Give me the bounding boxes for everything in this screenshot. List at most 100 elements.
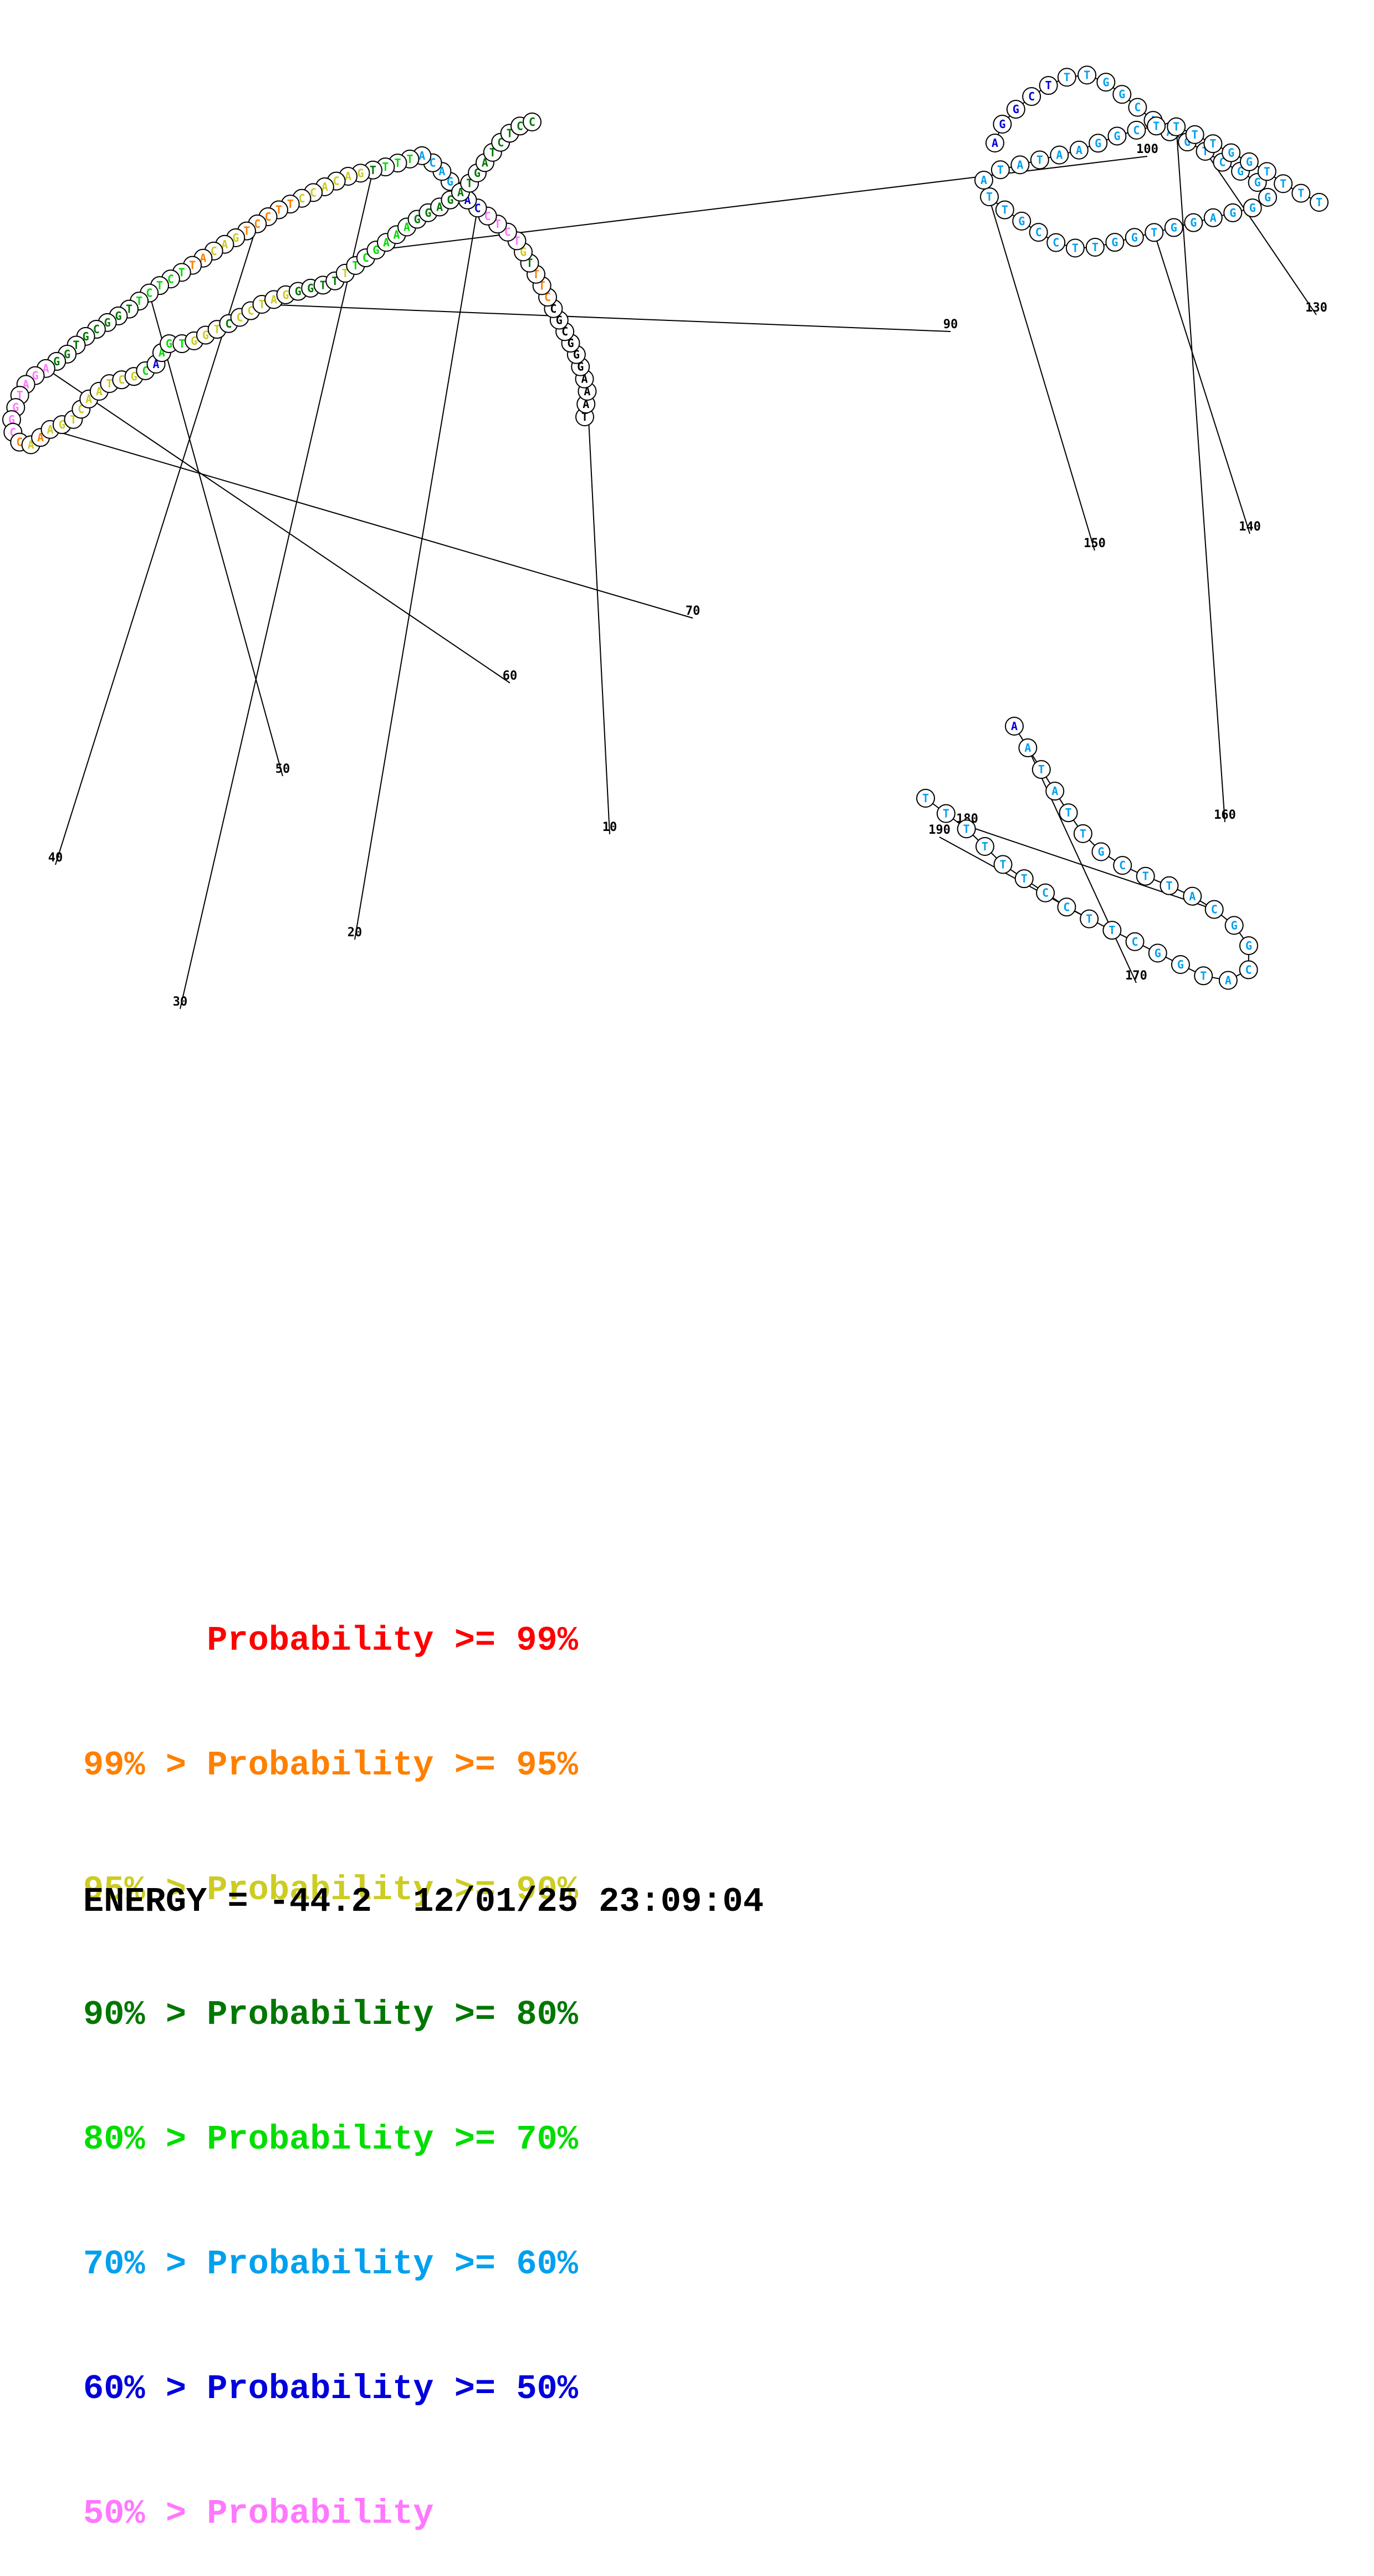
nucleotide-letter: T [1064, 70, 1070, 84]
nucleotide: T [980, 188, 998, 206]
nucleotide-letter: T [1038, 763, 1045, 776]
nucleotide: T [1066, 239, 1084, 257]
nucleotide-letter: C [1211, 903, 1218, 916]
nucleotide-letter: T [1002, 203, 1008, 217]
nucleotide-letter: G [295, 285, 302, 298]
nucleotide: C [1127, 121, 1145, 139]
nucleotide-letter: C [1053, 236, 1059, 249]
position-label: 30 [173, 995, 188, 1009]
nucleotide-letter: G [1228, 146, 1234, 160]
legend-p60: 70% > Probability >= 60% [83, 2243, 578, 2285]
nucleotide: C [1206, 901, 1223, 919]
nucleotide-letter: T [982, 840, 988, 853]
nucleotide: G [1224, 204, 1242, 222]
position-label: 150 [1084, 537, 1106, 550]
position-label: 130 [1305, 301, 1327, 315]
nucleotide-letter: G [1249, 201, 1256, 215]
legend-plow: 50% > Probability [83, 2493, 578, 2534]
nucleotide-letter: A [1017, 158, 1023, 171]
nucleotide-letter: C [1063, 900, 1070, 914]
nucleotide-letter: T [922, 792, 929, 805]
nucleotide: T [1015, 870, 1033, 887]
position-label: 40 [48, 851, 63, 865]
nucleotide: T [976, 838, 994, 855]
nucleotide-letter: G [166, 337, 172, 350]
position-tick [587, 391, 610, 834]
nucleotide: T [1145, 223, 1163, 241]
nucleotide-letter: A [1210, 211, 1217, 225]
position-label: 100 [1136, 142, 1158, 156]
nucleotide: A [1046, 782, 1064, 800]
probability-legend: Probability >= 99% 99% > Probability >= … [83, 1537, 578, 2576]
legend-p80: 90% > Probability >= 80% [83, 1994, 578, 2036]
nucleotide: T [1186, 126, 1204, 144]
nucleotide-letter: A [345, 170, 351, 183]
nucleotide: C [523, 113, 541, 131]
nucleotide-letter: T [943, 807, 949, 820]
position-tick [46, 369, 510, 683]
nucleotide-letter: A [1051, 784, 1058, 798]
nucleotide-letter: A [1189, 890, 1196, 903]
nucleotide-letter: T [320, 278, 326, 292]
nucleotide-letter: G [357, 166, 364, 180]
nucleotide: G [1092, 843, 1110, 860]
nucleotide-letter: T [986, 190, 993, 203]
nucleotide-letter: T [1173, 120, 1179, 134]
nucleotide-letter: G [1246, 155, 1253, 169]
nucleotide-letter: C [517, 119, 523, 132]
nucleotide-letter: T [1280, 177, 1286, 190]
nucleotide: G [1222, 144, 1240, 162]
nucleotide-letter: T [406, 152, 413, 166]
nucleotide: G [1244, 199, 1261, 217]
nucleotide: C [1126, 933, 1144, 951]
nucleotide: T [1147, 117, 1165, 135]
nucleotide-letter: T [370, 164, 376, 177]
nucleotide: G [1240, 937, 1258, 955]
nucleotide: T [1310, 193, 1328, 211]
nucleotide-letter: C [1119, 859, 1126, 872]
nucleotide: G [1225, 916, 1243, 934]
nucleotide: T [1167, 118, 1185, 136]
nucleotide-letter: A [1056, 149, 1063, 162]
nucleotide: A [1204, 209, 1222, 227]
legend-p50: 60% > Probability >= 50% [83, 2368, 578, 2410]
nucleotide-letter: T [178, 337, 185, 350]
nucleotide: T [996, 201, 1014, 219]
nucleotide: T [1258, 162, 1276, 180]
nucleotide-letter: C [1132, 935, 1138, 948]
nucleotide-letter: T [382, 160, 389, 174]
nucleotide: T [1086, 238, 1104, 256]
nucleotide-letter: T [1192, 128, 1198, 141]
position-label: 170 [1125, 969, 1147, 983]
nucleotide-nodes: TAAAGGGCGCCTTTGTCTCCAGGACATTTTGACACCTTCC… [3, 66, 1328, 989]
nucleotide-letter: C [1245, 963, 1252, 976]
nucleotide-letter: G [1264, 191, 1271, 204]
nucleotide: G [1007, 100, 1025, 118]
position-label: 20 [348, 926, 362, 940]
position-label: 140 [1239, 520, 1261, 534]
nucleotide-letter: G [1111, 236, 1118, 249]
nucleotide: C [1128, 99, 1146, 116]
nucleotide-letter: T [1036, 154, 1043, 167]
nucleotide-letter: C [118, 373, 125, 386]
nucleotide-letter: T [1086, 912, 1092, 926]
nucleotide-letter: A [1024, 741, 1031, 754]
nucleotide: C [1058, 898, 1075, 916]
position-label: 60 [503, 669, 518, 683]
nucleotide-letter: G [1013, 103, 1019, 116]
nucleotide: T [1080, 910, 1098, 928]
nucleotide: T [1078, 66, 1096, 84]
nucleotide-letter: G [1190, 216, 1197, 229]
nucleotide-letter: G [1245, 939, 1252, 952]
nucleotide: G [1165, 219, 1183, 237]
nucleotide: T [1074, 825, 1092, 843]
nucleotide: G [1013, 212, 1030, 230]
nucleotide: T [1103, 921, 1121, 939]
nucleotide-letter: T [1021, 872, 1028, 885]
nucleotide-letter: G [1254, 176, 1261, 189]
nucleotide: T [1040, 76, 1058, 94]
nucleotide-letter: A [980, 174, 987, 187]
legend-p70: 80% > Probability >= 70% [83, 2119, 578, 2160]
nucleotide: T [1204, 135, 1222, 152]
nucleotide: T [1137, 868, 1155, 885]
